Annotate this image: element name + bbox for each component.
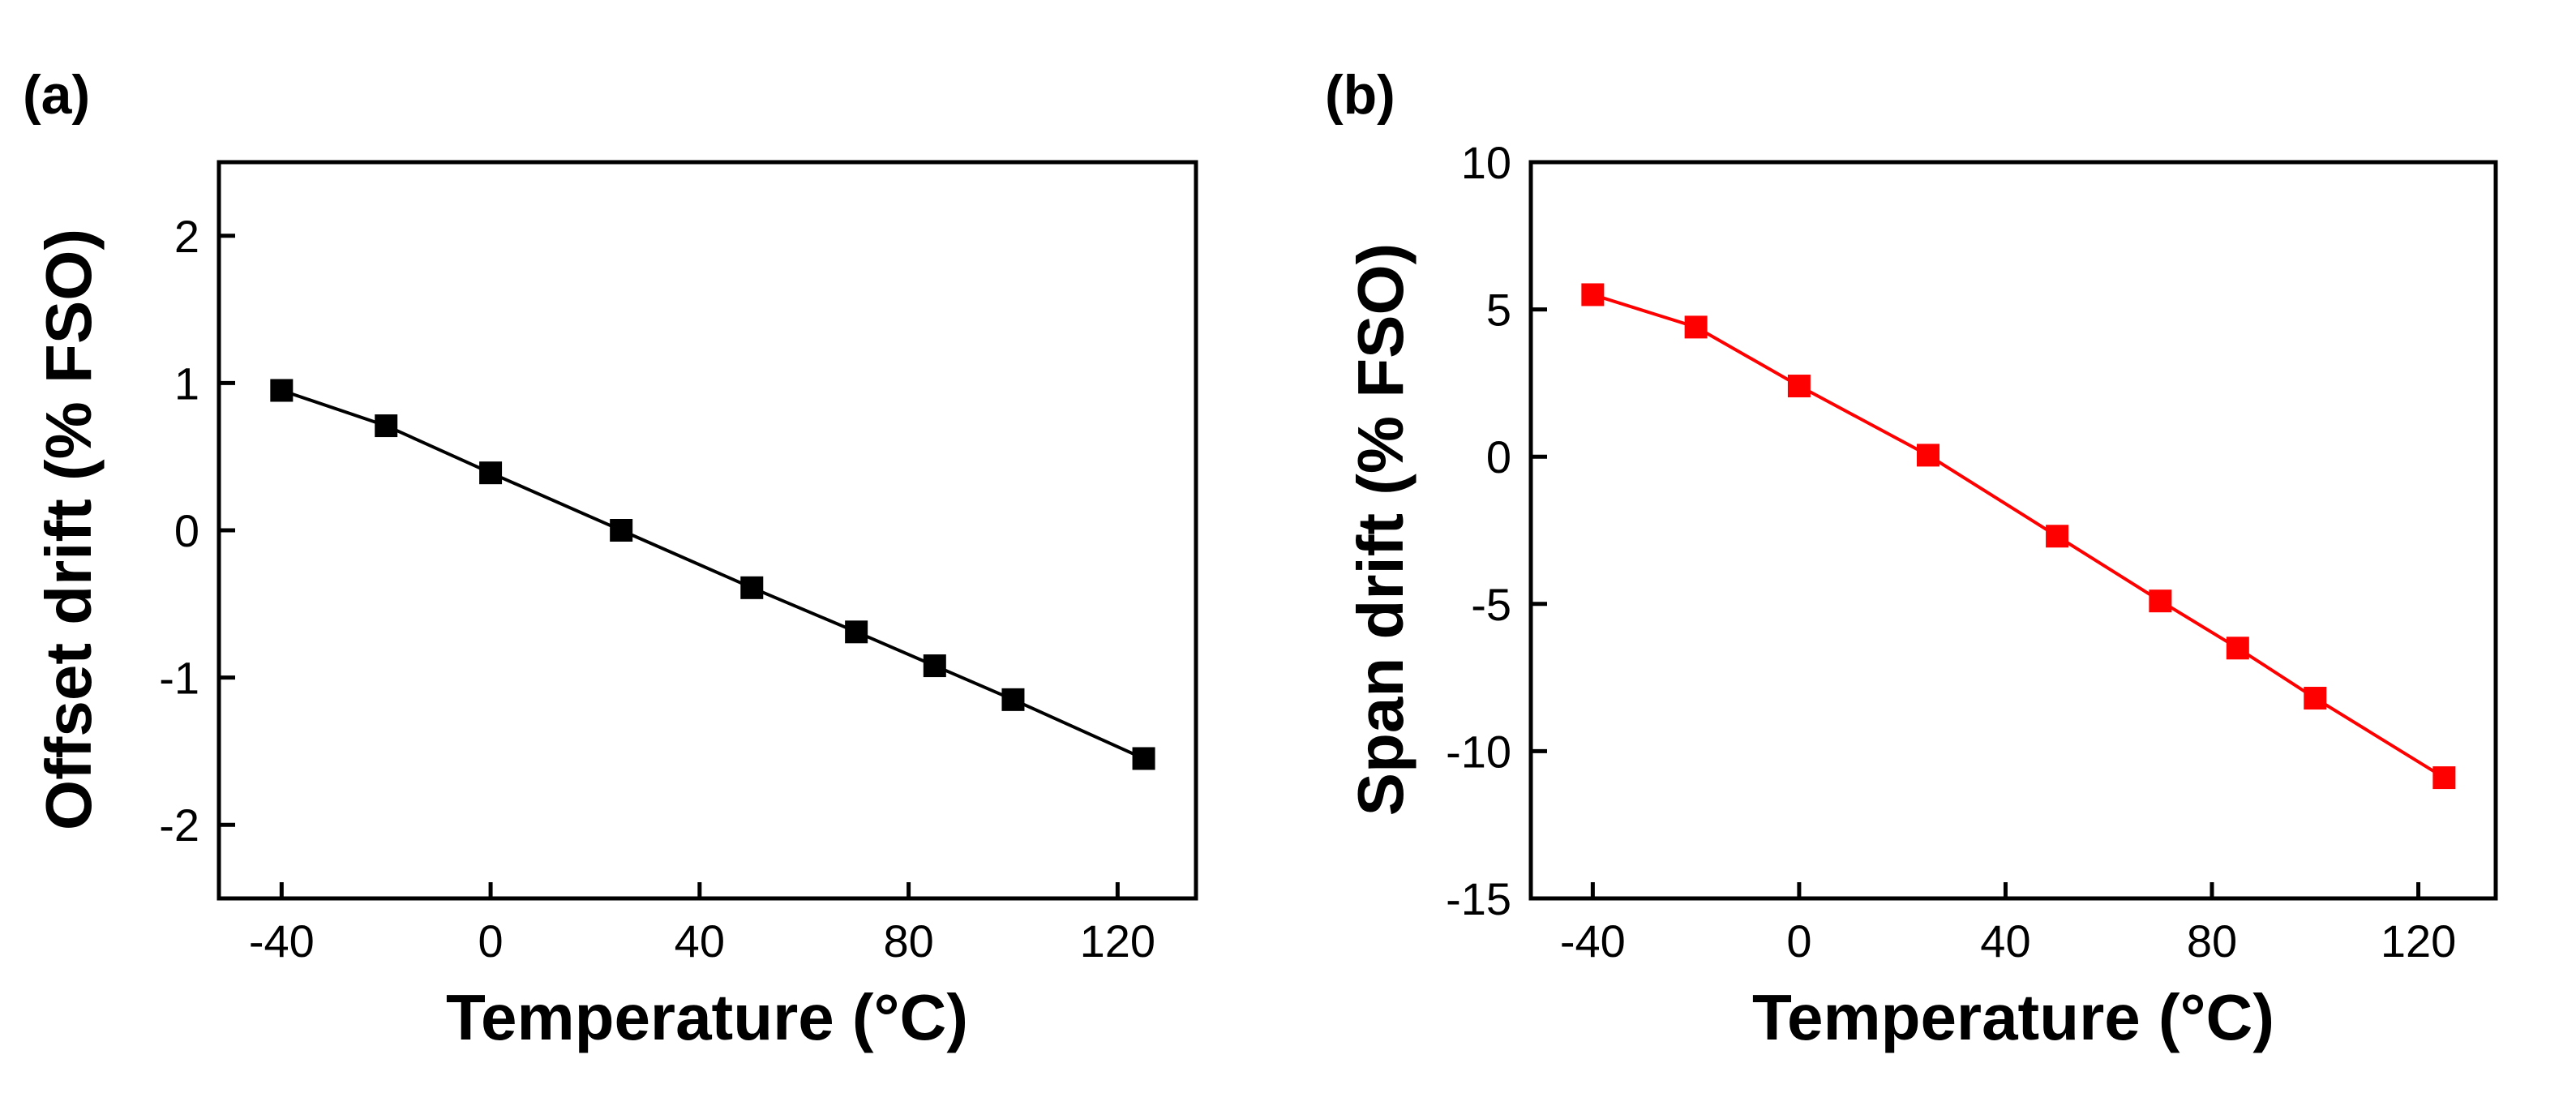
panel-a-data-point [1132, 747, 1155, 770]
panel-b-ytick-label: -15 [1446, 873, 1511, 924]
panel-a-data-point [1001, 688, 1025, 711]
panel-b-data-point [1787, 375, 1811, 398]
panel-b-ytick-label: -10 [1446, 726, 1511, 777]
panel-b-xtick-label: 80 [2187, 915, 2237, 967]
panel-a-data-point [610, 519, 633, 542]
panel-b-data-point [2304, 687, 2327, 710]
panel-a-xtick-label: 120 [1080, 915, 1155, 967]
panel-b-data-point [1917, 444, 1940, 467]
panel-a-ylabel: Offset drift (% FSO) [32, 229, 105, 830]
panel-b-xtick-label: 40 [1980, 915, 2030, 967]
panel-a-label: (a) [23, 64, 90, 126]
panel-b-xtick-label: 120 [2381, 915, 2456, 967]
panel-a-plot-area: -40 0 40 80 120 -2 -1 0 1 2 [159, 160, 1198, 967]
panel-b-data-point [2226, 637, 2249, 660]
panel-a-xtick-label: 0 [478, 915, 504, 967]
panel-a-data-point [923, 654, 946, 678]
panel-b-ylabel: Span drift (% FSO) [1344, 243, 1417, 817]
panel-b-ytick-label: -5 [1471, 579, 1511, 630]
panel-a-xtick-label: -40 [249, 915, 315, 967]
panel-a-ytick-label: 2 [174, 211, 199, 262]
panel-b-data-point [1581, 283, 1605, 307]
panel-a-ylabel-wrap: Offset drift (% FSO) [32, 229, 105, 830]
panel-b-ytick-label: 10 [1461, 137, 1511, 188]
panel-b-xlabel: Temperature (°C) [1752, 981, 2274, 1053]
panel-a-xtick-label: 80 [883, 915, 933, 967]
panel-b-ylabel-wrap: Span drift (% FSO) [1344, 243, 1417, 817]
panel-b-data-point [2149, 589, 2172, 613]
panel-b-data-point [1684, 315, 1708, 339]
panel-b-axes-frame [1528, 160, 2498, 901]
panel-b-xtick-label: 0 [1786, 915, 1811, 967]
panel-a-data-point [270, 379, 294, 402]
panel-a-data-point [845, 620, 868, 644]
panel-a-data-point [740, 576, 764, 599]
panel-b-xtick-label: -40 [1560, 915, 1626, 967]
panel-a: (a) Offset drift (% FSO) Temperature (°C… [23, 64, 1198, 1053]
panel-b-data-point [2432, 766, 2456, 790]
panel-a-ytick-label: -2 [159, 799, 199, 851]
panel-a-ytick-label: -1 [159, 653, 199, 704]
panel-a-ytick-label: 0 [174, 505, 199, 556]
panel-b: (b) Span drift (% FSO) Temperature (°C) … [1325, 64, 2498, 1053]
panel-a-data-point [479, 461, 503, 485]
panel-a-xtick-label: 40 [675, 915, 725, 967]
panel-a-axes-frame [216, 160, 1198, 901]
panel-b-label: (b) [1325, 64, 1395, 126]
panel-b-ytick-label: 0 [1486, 431, 1511, 482]
panel-b-data-point [2046, 525, 2069, 548]
panel-b-plot-area: -40 0 40 80 120 -15 -10 -5 0 5 10 [1446, 137, 2498, 967]
panel-a-ytick-label: 1 [174, 358, 199, 409]
panel-a-data-point [375, 414, 398, 438]
panel-a-xlabel: Temperature (°C) [446, 981, 968, 1053]
panel-b-ytick-label: 5 [1486, 285, 1511, 336]
